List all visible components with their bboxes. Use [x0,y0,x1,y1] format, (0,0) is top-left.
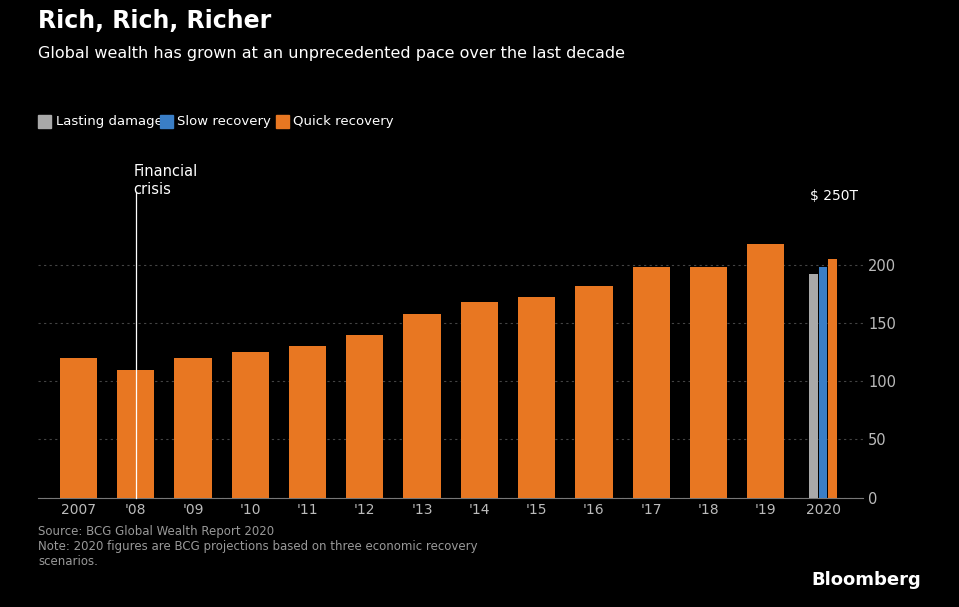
Text: Source: BCG Global Wealth Report 2020
Note: 2020 figures are BCG projections bas: Source: BCG Global Wealth Report 2020 No… [38,525,478,568]
Bar [633,267,669,498]
Text: $ 250T: $ 250T [810,189,858,203]
Bar [59,358,97,498]
Bar [690,267,727,498]
Text: Bloomberg: Bloomberg [811,571,921,589]
Bar [289,346,326,498]
Bar [819,267,828,498]
Bar [346,334,384,498]
Bar [828,259,837,498]
Text: Global wealth has grown at an unprecedented pace over the last decade: Global wealth has grown at an unpreceden… [38,46,625,61]
Bar [404,314,441,498]
Bar [809,274,818,498]
Text: Financial
crisis: Financial crisis [133,164,198,197]
Bar [175,358,212,498]
Text: Slow recovery: Slow recovery [177,115,271,128]
Bar [460,302,498,498]
Text: Quick recovery: Quick recovery [293,115,394,128]
Bar [117,370,154,498]
Bar [747,243,784,498]
Text: Rich, Rich, Richer: Rich, Rich, Richer [38,9,271,33]
Bar [575,286,613,498]
Text: Lasting damage: Lasting damage [56,115,162,128]
Bar [518,297,555,498]
Bar [232,352,269,498]
